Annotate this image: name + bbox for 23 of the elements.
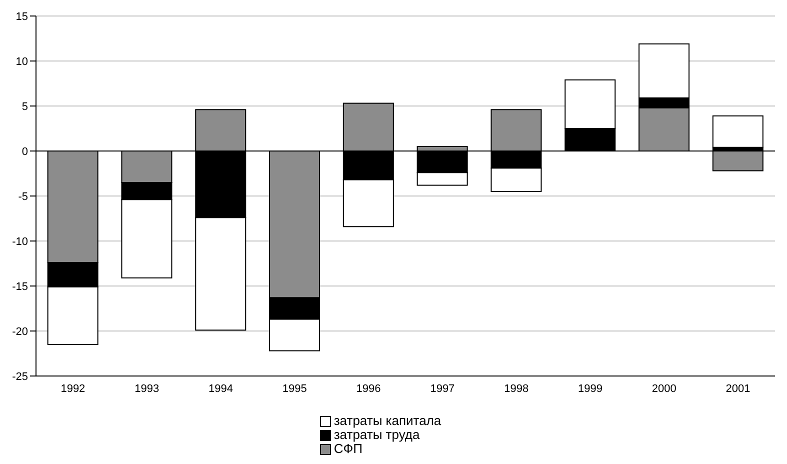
y-tick-label: -5 — [18, 190, 28, 203]
x-tick-label: 1999 — [578, 382, 602, 395]
legend-label: затраты капитала — [334, 413, 442, 428]
x-tick-label: 1994 — [208, 382, 233, 395]
x-tick-label: 1995 — [282, 382, 307, 395]
y-tick-label: 5 — [22, 100, 28, 113]
x-tick-label: 2000 — [652, 382, 676, 395]
legend-label: СФП — [334, 441, 362, 456]
x-tick-label: 2001 — [726, 382, 750, 395]
x-tick-label: 1992 — [60, 382, 86, 395]
y-tick-label: -15 — [12, 280, 28, 293]
y-tick-label: 0 — [22, 146, 28, 158]
y-tick-label: -10 — [12, 236, 28, 248]
y-tick-label: -25 — [12, 370, 28, 383]
x-tick-label: 1996 — [356, 382, 381, 395]
x-tick-label: 1993 — [134, 382, 160, 395]
y-tick-label: 15 — [16, 10, 28, 23]
y-tick-label: -20 — [12, 326, 28, 338]
x-tick-label: 1998 — [504, 382, 529, 395]
bar — [712, 115, 764, 148]
y-tick-label: 10 — [16, 56, 28, 68]
legend-label: затраты труда — [334, 427, 420, 442]
x-tick-label: 1997 — [430, 382, 455, 395]
